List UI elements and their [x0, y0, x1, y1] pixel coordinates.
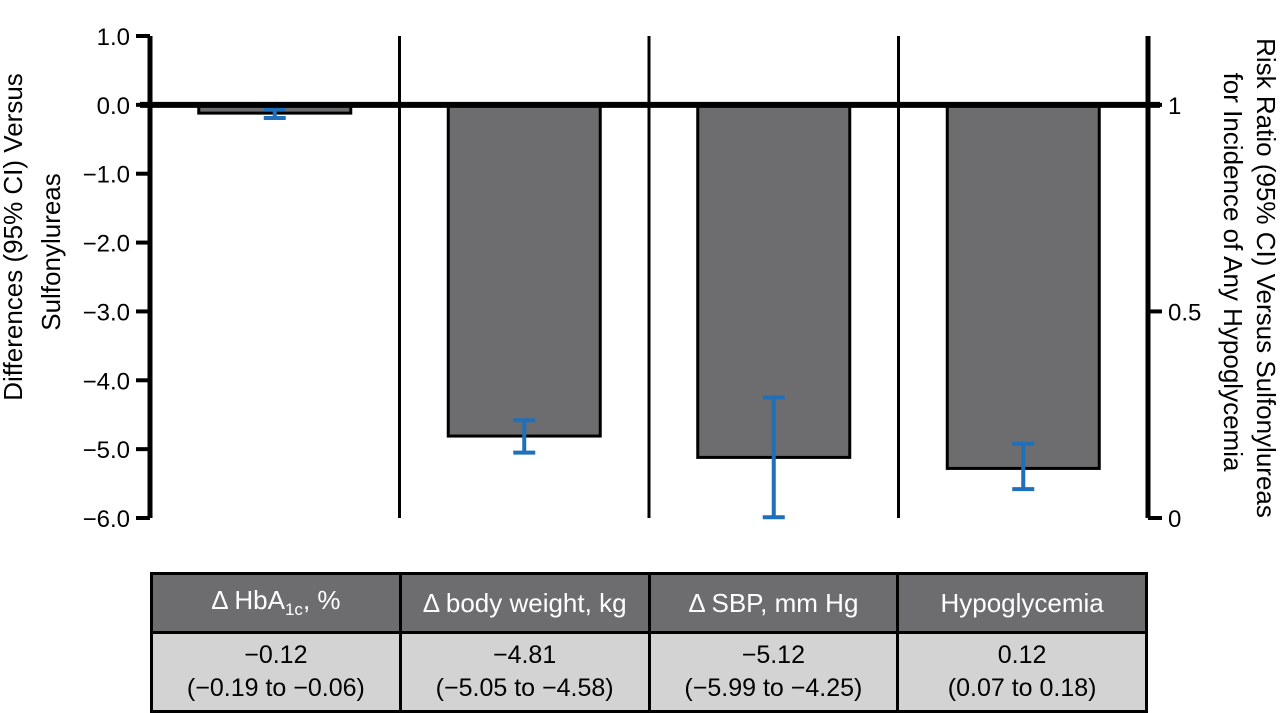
cell-value: −5.12 — [741, 641, 805, 669]
table-header-row: Δ HbA1c, % Δ body weight, kg Δ SBP, mm H… — [150, 572, 1148, 634]
cell-ci: (−5.05 to −4.58) — [435, 674, 614, 702]
left-axis-tick-label: −1.0 — [83, 162, 130, 189]
header-body-weight: Δ body weight, kg — [398, 572, 651, 634]
left-axis-title-line2: Sulfonylureas — [36, 173, 66, 331]
left-axis-tick-label: −4.0 — [83, 368, 130, 395]
cell-sbp: −5.12 (−5.99 to −4.25) — [647, 631, 900, 713]
right-axis-title-line2: for Incidence of Any Hypoglycemia — [1218, 73, 1248, 472]
bar — [945, 103, 1101, 470]
chart-svg: 1.0 0.0 −1.0 −2.0 −3.0 −4.0 −5.0 −6.0 1 0.5 0 Diff… — [0, 24, 1280, 533]
table-row: −0.12 (−0.19 to −0.06) −4.81 (−5.05 to −4.… — [150, 631, 1148, 713]
left-axis-tick-label: −3.0 — [83, 299, 130, 326]
cell-hba1c: −0.12 (−0.19 to −0.06) — [150, 631, 402, 713]
error-bar — [263, 106, 286, 120]
cell-body-weight: −4.81 (−5.05 to −4.58) — [398, 631, 651, 713]
cell-ci: (−0.19 to −0.06) — [186, 674, 365, 702]
header-hba1c-subscript: 1c — [284, 600, 303, 620]
error-bar — [513, 418, 536, 455]
left-axis-tick-label: −6.0 — [83, 506, 130, 533]
header-sbp: Δ SBP, mm Hg — [647, 572, 900, 634]
right-axis-tick-label: 0 — [1168, 506, 1181, 533]
left-axis-tick-label: −2.0 — [83, 231, 130, 258]
header-hba1c: Δ HbA1c, % — [150, 572, 402, 634]
right-axis-tick-label: 0.5 — [1168, 299, 1201, 326]
left-axis-tick-label: 1.0 — [97, 24, 130, 51]
header-hba1c-suffix: , % — [302, 585, 341, 616]
cell-value: 0.12 — [997, 641, 1047, 669]
cell-hypoglycemia: 0.12 (0.07 to 0.18) — [896, 631, 1148, 713]
cell-ci: (−5.99 to −4.25) — [684, 674, 863, 702]
cell-ci: (0.07 to 0.18) — [947, 674, 1097, 702]
error-bar — [1012, 441, 1035, 492]
left-axis-title-line1: Differences (95% CI) Versus — [0, 73, 28, 401]
cell-value: −0.12 — [244, 641, 308, 669]
right-axis-title-line1: Risk Ratio (95% CI) Versus Sulfonylureas — [1251, 38, 1280, 518]
error-bar — [762, 395, 785, 520]
right-axis-tick-label: 1 — [1168, 93, 1181, 120]
header-hba1c-prefix: Δ HbA — [211, 585, 285, 616]
cell-value: −4.81 — [492, 641, 557, 669]
header-hypoglycemia: Hypoglycemia — [896, 572, 1148, 634]
left-axis-tick-label: 0.0 — [97, 93, 130, 120]
bar — [446, 103, 602, 438]
left-axis-tick-label: −5.0 — [83, 437, 130, 464]
summary-table: Δ HbA1c, % Δ body weight, kg Δ SBP, mm H… — [150, 572, 1148, 713]
